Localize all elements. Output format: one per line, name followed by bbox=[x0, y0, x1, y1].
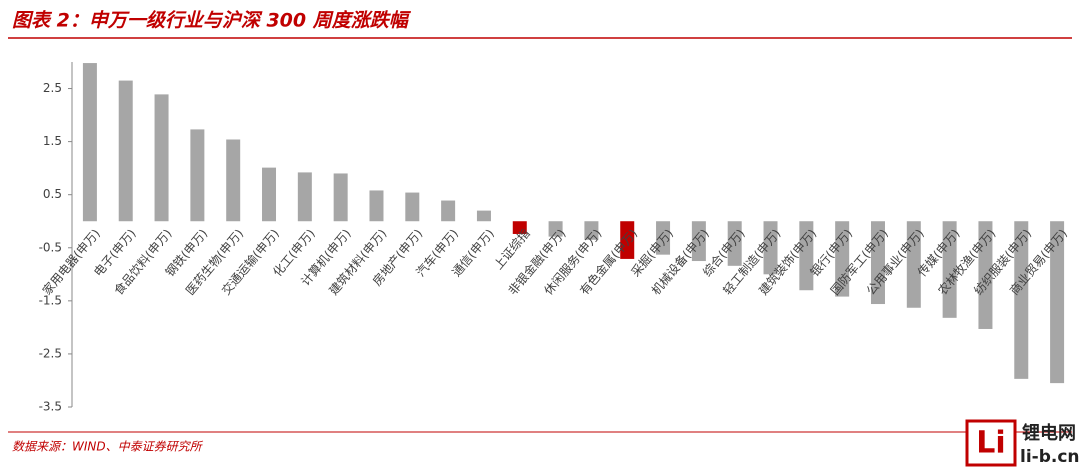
bar bbox=[906, 221, 921, 308]
y-tick-label: -3.5 bbox=[39, 400, 62, 414]
y-tick-label: 1.5 bbox=[43, 134, 62, 148]
bar bbox=[763, 221, 778, 275]
bar bbox=[620, 221, 635, 259]
bar bbox=[727, 221, 742, 266]
bar bbox=[656, 221, 671, 255]
bar bbox=[1014, 221, 1029, 379]
logo-box bbox=[965, 419, 1017, 467]
watermark: Li 锂电网 li-b.cn bbox=[965, 419, 1080, 467]
bar bbox=[154, 94, 169, 222]
bar bbox=[835, 221, 850, 297]
chart-title: 图表 2：申万一级行业与沪深 300 周度涨跌幅 bbox=[12, 10, 412, 32]
logo-mark: Li bbox=[976, 426, 1005, 461]
x-tick-label: 家用电器(申万) bbox=[39, 226, 103, 298]
y-tick-label: -0.5 bbox=[39, 240, 62, 254]
bar bbox=[691, 221, 706, 262]
bar bbox=[118, 80, 133, 222]
bar bbox=[333, 173, 348, 222]
bar bbox=[82, 63, 97, 222]
bar bbox=[799, 221, 814, 291]
y-tick-label: -1.5 bbox=[39, 293, 62, 307]
watermark-url: li-b.cn bbox=[1020, 447, 1080, 467]
watermark-name: 锂电网 bbox=[1022, 422, 1076, 444]
bar bbox=[297, 172, 312, 222]
bar bbox=[369, 190, 384, 222]
bar bbox=[548, 221, 563, 237]
y-tick-label: -2.5 bbox=[39, 346, 62, 360]
bar bbox=[584, 221, 599, 240]
bar bbox=[405, 192, 420, 222]
bar bbox=[476, 210, 491, 222]
bar bbox=[512, 221, 527, 234]
bar bbox=[978, 221, 993, 329]
y-tick-label: 0.5 bbox=[43, 187, 62, 201]
bar bbox=[441, 200, 456, 222]
bar bbox=[1050, 221, 1065, 384]
bar bbox=[262, 167, 277, 222]
y-tick-label: 2.5 bbox=[43, 81, 62, 95]
bar bbox=[870, 221, 885, 305]
source-note: 数据来源：WIND、中泰证券研究所 bbox=[12, 440, 204, 454]
bar bbox=[190, 129, 205, 222]
bar bbox=[226, 139, 241, 222]
bar bbox=[942, 221, 957, 318]
